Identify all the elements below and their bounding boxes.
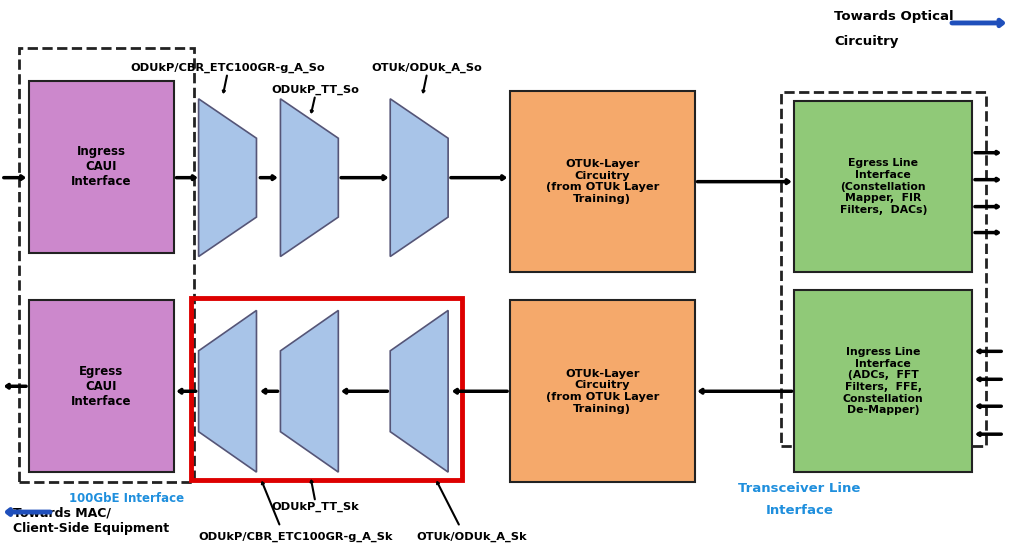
Text: OTUk-Layer
Circuitry
(from OTUk Layer
Training): OTUk-Layer Circuitry (from OTUk Layer Tr… — [546, 369, 659, 414]
Bar — [29, 81, 174, 252]
Text: Towards Optical: Towards Optical — [835, 10, 954, 23]
Bar — [190, 299, 462, 480]
Text: Egress
CAUI
Interface: Egress CAUI Interface — [71, 365, 131, 408]
Text: ODUkP_TT_So: ODUkP_TT_So — [271, 84, 359, 95]
Text: Circuitry: Circuitry — [835, 35, 899, 48]
Text: Ingress Line
Interface
(ADCs,  FFT
Filters,  FFE,
Constellation
De-Mapper): Ingress Line Interface (ADCs, FFT Filter… — [843, 347, 924, 415]
Text: Ingress
CAUI
Interface: Ingress CAUI Interface — [71, 145, 131, 188]
Text: ODUkP/CBR_ETC100GR-g_A_So: ODUkP/CBR_ETC100GR-g_A_So — [130, 63, 325, 73]
Text: 100GbE Interface: 100GbE Interface — [69, 492, 184, 505]
Bar — [781, 92, 986, 446]
Text: Towards MAC/: Towards MAC/ — [13, 506, 111, 519]
Bar — [795, 101, 972, 272]
Polygon shape — [390, 99, 449, 257]
Polygon shape — [281, 311, 338, 472]
Bar — [795, 290, 972, 472]
Text: OTUk/ODUk_A_So: OTUk/ODUk_A_So — [372, 63, 482, 73]
Text: Client-Side Equipment: Client-Side Equipment — [13, 522, 169, 535]
Polygon shape — [390, 311, 449, 472]
Text: ODUkP/CBR_ETC100GR-g_A_Sk: ODUkP/CBR_ETC100GR-g_A_Sk — [199, 532, 392, 542]
Text: Egress Line
Interface
(Constellation
Mapper,  FIR
Filters,  DACs): Egress Line Interface (Constellation Map… — [840, 159, 927, 215]
Bar — [29, 300, 174, 472]
Text: Transceiver Line: Transceiver Line — [738, 482, 860, 495]
Bar — [510, 91, 694, 272]
Polygon shape — [281, 99, 338, 257]
Text: OTUk-Layer
Circuitry
(from OTUk Layer
Training): OTUk-Layer Circuitry (from OTUk Layer Tr… — [546, 159, 659, 204]
Text: OTUk/ODUk_A_Sk: OTUk/ODUk_A_Sk — [417, 532, 527, 542]
Text: Interface: Interface — [766, 504, 834, 517]
Polygon shape — [199, 311, 256, 472]
Polygon shape — [199, 99, 256, 257]
Text: ODUkP_TT_Sk: ODUkP_TT_Sk — [271, 502, 359, 512]
Bar — [18, 48, 194, 482]
Bar — [510, 300, 694, 482]
